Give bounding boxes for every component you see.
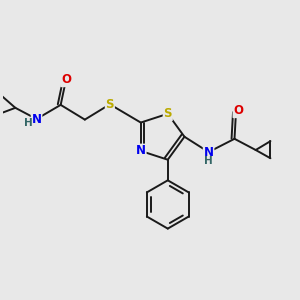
Text: S: S xyxy=(164,107,172,120)
Text: N: N xyxy=(32,112,41,125)
Text: S: S xyxy=(106,98,114,111)
Text: N: N xyxy=(204,146,214,159)
Text: O: O xyxy=(233,104,243,117)
Text: H: H xyxy=(24,118,33,128)
Text: H: H xyxy=(204,156,213,166)
Text: O: O xyxy=(61,74,71,86)
Text: N: N xyxy=(136,144,146,158)
